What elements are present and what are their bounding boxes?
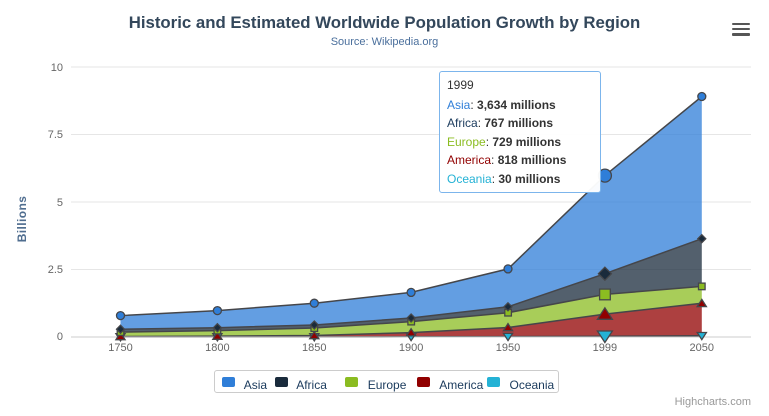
svg-text:2.5: 2.5 xyxy=(48,264,63,276)
svg-text:10: 10 xyxy=(51,62,63,74)
svg-text:1900: 1900 xyxy=(399,342,423,354)
svg-text:1850: 1850 xyxy=(302,342,326,354)
svg-text:1950: 1950 xyxy=(496,342,520,354)
svg-text:1750: 1750 xyxy=(108,342,132,354)
svg-text:0: 0 xyxy=(57,331,63,343)
svg-text:1999: 1999 xyxy=(593,342,617,354)
svg-text:5: 5 xyxy=(57,197,63,209)
svg-text:2050: 2050 xyxy=(690,342,714,354)
svg-text:1800: 1800 xyxy=(205,342,229,354)
svg-text:7.5: 7.5 xyxy=(48,129,63,141)
